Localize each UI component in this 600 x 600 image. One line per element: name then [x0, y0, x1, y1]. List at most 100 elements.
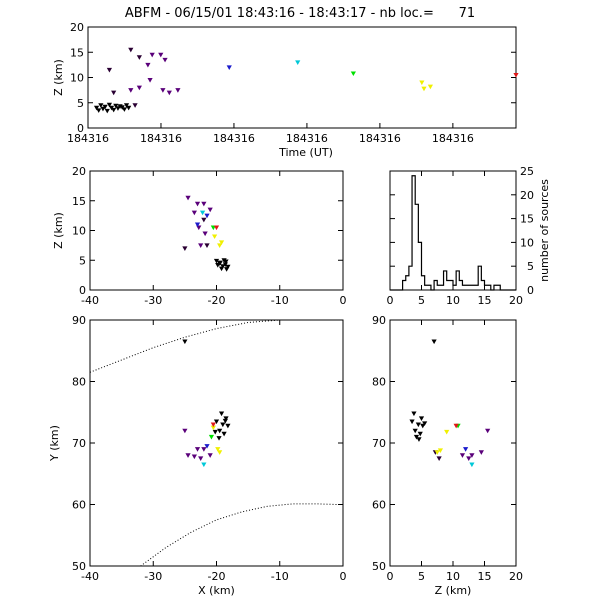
plan-point [210, 425, 216, 431]
yz-ytick-label: 70 [372, 437, 386, 450]
plan-xtick-label: -30 [144, 570, 162, 583]
yz-panel [389, 319, 517, 567]
yz-xlabel: Z (km) [435, 584, 472, 597]
yz-point [453, 423, 459, 429]
time-height-ytick-label: 15 [70, 46, 84, 59]
time-height-point [126, 105, 132, 111]
yz-point [469, 462, 475, 468]
xz-point [201, 217, 207, 223]
yz-point [444, 429, 450, 435]
time-height-point [128, 88, 134, 93]
plan-point [215, 447, 221, 452]
histogram-ylabel: number of sources [538, 179, 551, 282]
yz-xtick-label: 15 [478, 570, 492, 583]
histogram-xtick-label: 10 [446, 294, 460, 307]
yz-point [420, 423, 426, 429]
plan-point [222, 418, 228, 424]
histogram-xtick-label: 15 [478, 294, 492, 307]
time-height-point [158, 52, 164, 58]
time-height-point [121, 107, 127, 112]
yz-ytick-label: 80 [372, 376, 386, 389]
plan-point [217, 428, 223, 434]
time-height-ylabel: Z (km) [52, 59, 65, 96]
plan-xtick-label: -20 [208, 570, 226, 583]
figure-title: ABFM - 06/15/01 18:43:16 - 18:43:17 - nb… [125, 6, 475, 21]
plan-xtick-label: -40 [81, 570, 99, 583]
xz-point [182, 246, 188, 251]
time-height-point [132, 103, 138, 108]
time-height-point [123, 103, 130, 108]
xz-point [224, 267, 230, 272]
plan-point [210, 422, 216, 428]
time-height-point [98, 103, 104, 108]
plan-frame [89, 319, 344, 567]
histogram-xtick-label: 20 [509, 294, 523, 307]
yz-point [431, 339, 437, 345]
xz-ytick-label: 10 [72, 225, 86, 238]
time-height-ytick-label: 10 [70, 72, 84, 85]
time-height-frame [87, 26, 517, 129]
time-height-xtick-label: 184316 [432, 132, 474, 145]
yz-point [436, 456, 442, 461]
time-height-xtick-label: 184316 [67, 132, 109, 145]
time-height-xtick-label: 184316 [140, 132, 182, 145]
plan-point [201, 447, 207, 452]
xz-point [225, 264, 231, 270]
xz-point [215, 263, 221, 268]
yz-point [469, 453, 475, 458]
xz-point [194, 201, 201, 207]
plan-xtick-label: 0 [340, 570, 347, 583]
time-height-point [136, 85, 142, 91]
time-height-point [96, 108, 102, 113]
xz-ytick-label: 15 [72, 195, 86, 208]
yz-point [437, 448, 443, 453]
xz-point [217, 243, 223, 248]
xz-ytick-label: 0 [79, 284, 86, 297]
plan-range-ring [140, 503, 337, 567]
xz-point [204, 243, 210, 248]
xz-point [220, 264, 226, 269]
histogram-ytick-label: 15 [520, 213, 534, 226]
yz-ytick-label: 50 [372, 560, 386, 573]
xz-point [185, 195, 191, 201]
time-height-ytick-label: 0 [77, 122, 84, 135]
xz-point [194, 222, 201, 228]
time-height-point [427, 84, 433, 90]
xz-point [222, 262, 228, 268]
time-height-point [145, 62, 151, 68]
yz-point [413, 434, 420, 440]
time-height-xtick-label: 184316 [359, 132, 401, 145]
yz-xtick-label: 5 [418, 570, 425, 583]
plan-point [182, 428, 188, 434]
yz-ytick-label: 60 [372, 499, 386, 512]
time-height-point [113, 103, 119, 109]
yz-point [417, 431, 423, 437]
xz-ytick-label: 5 [79, 254, 86, 267]
time-height-point [106, 102, 112, 108]
plan-ytick-label: 50 [72, 560, 86, 573]
plan-point [221, 431, 227, 437]
plan-point [218, 411, 225, 417]
xz-point [196, 225, 202, 231]
yz-point [411, 411, 417, 417]
xz-point [218, 266, 225, 272]
histogram-ytick-label: 25 [520, 165, 534, 178]
histogram-xtick-label: 0 [387, 294, 394, 307]
time-height-point [147, 78, 153, 83]
time-height-point [111, 90, 117, 96]
xz-point [204, 213, 210, 219]
yz-point [478, 450, 484, 455]
time-height-xtick-label: 184316 [286, 132, 328, 145]
yz-point [415, 422, 421, 428]
plan-panel [89, 319, 344, 567]
plan-point [213, 419, 220, 425]
yz-point [409, 419, 415, 425]
time-height-panel [87, 26, 517, 129]
yz-point [418, 416, 425, 421]
xz-ylabel: Z (km) [52, 212, 65, 249]
yz-xtick-label: 0 [387, 570, 394, 583]
time-height-xtick-label: 184316 [213, 132, 255, 145]
histogram-ytick-label: 0 [527, 284, 534, 297]
xz-frame [89, 170, 344, 291]
yz-point [412, 428, 418, 434]
